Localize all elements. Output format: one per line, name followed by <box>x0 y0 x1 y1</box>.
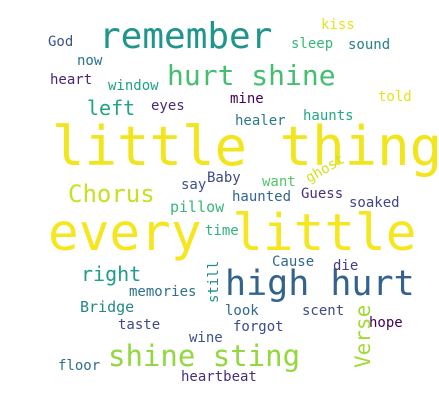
word-want: want <box>262 174 296 190</box>
word-remember: remember <box>99 16 272 57</box>
word-eyes: eyes <box>151 98 185 114</box>
word-now: now <box>77 53 103 69</box>
word-heartbeat: heartbeat <box>181 369 257 385</box>
word-hurt-shine: hurt shine <box>167 59 336 92</box>
word-cause: Cause <box>272 254 314 270</box>
word-forgot: forgot <box>233 319 284 335</box>
word-die: die <box>333 258 358 274</box>
word-memories: memories <box>129 284 196 300</box>
word-floor: floor <box>58 358 100 374</box>
word-haunts: haunts <box>303 108 354 124</box>
word-pillow: pillow <box>170 198 225 216</box>
word-right: right <box>81 262 141 286</box>
word-say: say <box>181 177 206 193</box>
word-heart: heart <box>50 72 92 88</box>
word-high-hurt: high hurt <box>225 264 415 304</box>
word-still: still <box>206 261 222 303</box>
word-verse: Verse <box>351 305 375 368</box>
word-time: time <box>205 223 239 239</box>
word-guess: Guess <box>301 186 343 202</box>
word-kiss: kiss <box>321 17 355 33</box>
word-soaked: soaked <box>349 195 400 211</box>
word-chorus: Chorus <box>68 180 155 208</box>
word-look: look <box>225 303 259 319</box>
word-bridge: Bridge <box>80 298 134 316</box>
word-shine-sting: shine sting <box>108 339 300 373</box>
word-little-thing: little thing <box>52 115 439 178</box>
word-baby: Baby <box>207 170 241 186</box>
word-left: left <box>87 96 135 120</box>
word-mine: mine <box>230 91 264 107</box>
word-wine: wine <box>189 330 223 346</box>
word-haunted: haunted <box>232 189 291 205</box>
word-sound: sound <box>348 37 390 53</box>
word-window: window <box>108 78 159 94</box>
word-scent: scent <box>302 303 344 319</box>
word-told: told <box>378 89 412 105</box>
word-healer: healer <box>235 113 286 129</box>
word-every-little: every little <box>48 204 416 263</box>
word-sleep: sleep <box>291 36 333 52</box>
word-god: God <box>48 34 73 50</box>
word-hope: hope <box>369 315 403 331</box>
word-taste: taste <box>118 317 160 333</box>
